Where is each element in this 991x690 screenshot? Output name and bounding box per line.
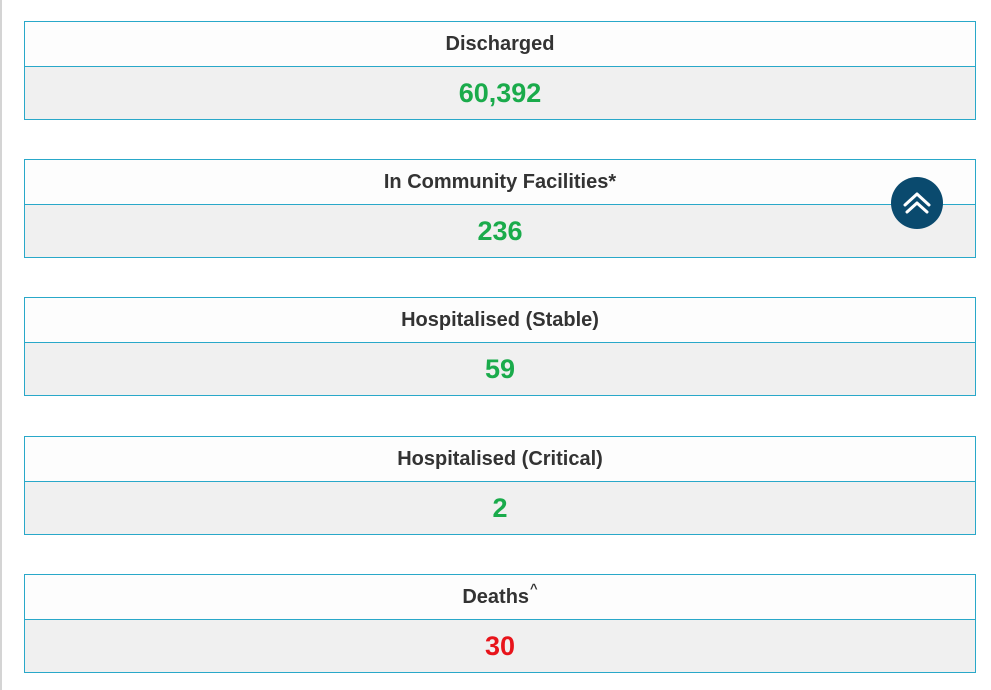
stat-label: Hospitalised (Stable) [401,308,599,331]
stat-label-row: Hospitalised (Stable) [25,298,975,343]
stat-value: 30 [484,630,516,661]
stat-label: Hospitalised (Critical) [397,447,603,470]
stat-card-discharged: Discharged 60,392 [24,21,976,120]
stat-card-community-facilities: In Community Facilities* 236 [24,159,976,258]
stat-value-row: 60,392 [25,67,975,119]
stat-value: 2 [492,492,508,523]
back-to-top-button[interactable] [891,177,943,229]
stat-label-row: In Community Facilities* [25,160,975,205]
stat-value-row: 30 [25,620,975,672]
stat-card-hospitalised-critical: Hospitalised (Critical) 2 [24,436,976,535]
stat-label-row: Hospitalised (Critical) [25,437,975,482]
stat-label-row: Discharged [25,22,975,67]
stat-value: 59 [484,353,516,384]
stat-label-superscript: ^ [530,580,538,596]
stat-label: In Community Facilities* [383,170,617,193]
stat-card-deaths: Deaths ^ 30 [24,574,976,673]
stat-value: 236 [477,215,523,246]
stat-value: 60,392 [458,77,542,108]
stat-label: Deaths [462,585,530,608]
double-chevron-up-icon [903,192,931,214]
stat-value-row: 236 [25,205,975,257]
stat-value-row: 2 [25,482,975,534]
stat-card-hospitalised-stable: Hospitalised (Stable) 59 [24,297,976,396]
stat-value-row: 59 [25,343,975,395]
stat-label-row: Deaths ^ [25,575,975,620]
stat-label: Discharged [445,32,555,55]
